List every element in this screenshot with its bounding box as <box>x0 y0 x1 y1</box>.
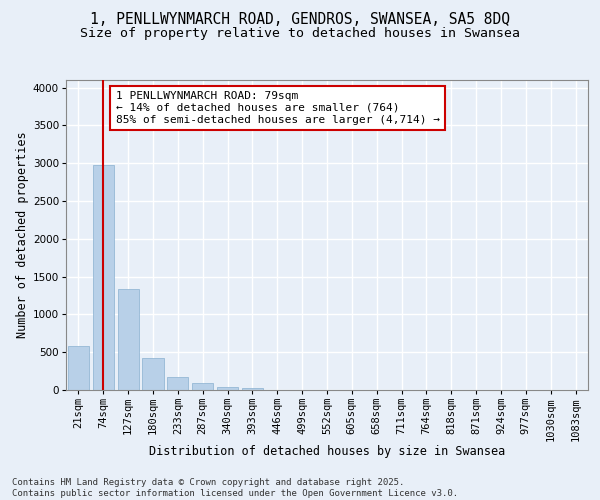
X-axis label: Distribution of detached houses by size in Swansea: Distribution of detached houses by size … <box>149 445 505 458</box>
Text: 1 PENLLWYNMARCH ROAD: 79sqm
← 14% of detached houses are smaller (764)
85% of se: 1 PENLLWYNMARCH ROAD: 79sqm ← 14% of det… <box>116 92 440 124</box>
Bar <box>217 386 238 390</box>
Text: 1, PENLLWYNMARCH ROAD, GENDROS, SWANSEA, SA5 8DQ: 1, PENLLWYNMARCH ROAD, GENDROS, SWANSEA,… <box>90 12 510 28</box>
Bar <box>118 288 139 390</box>
Y-axis label: Number of detached properties: Number of detached properties <box>16 132 29 338</box>
Bar <box>68 346 89 390</box>
Text: Contains HM Land Registry data © Crown copyright and database right 2025.
Contai: Contains HM Land Registry data © Crown c… <box>12 478 458 498</box>
Bar <box>242 388 263 390</box>
Bar <box>192 383 213 390</box>
Text: Size of property relative to detached houses in Swansea: Size of property relative to detached ho… <box>80 28 520 40</box>
Bar <box>167 377 188 390</box>
Bar <box>142 358 164 390</box>
Bar <box>93 164 114 390</box>
